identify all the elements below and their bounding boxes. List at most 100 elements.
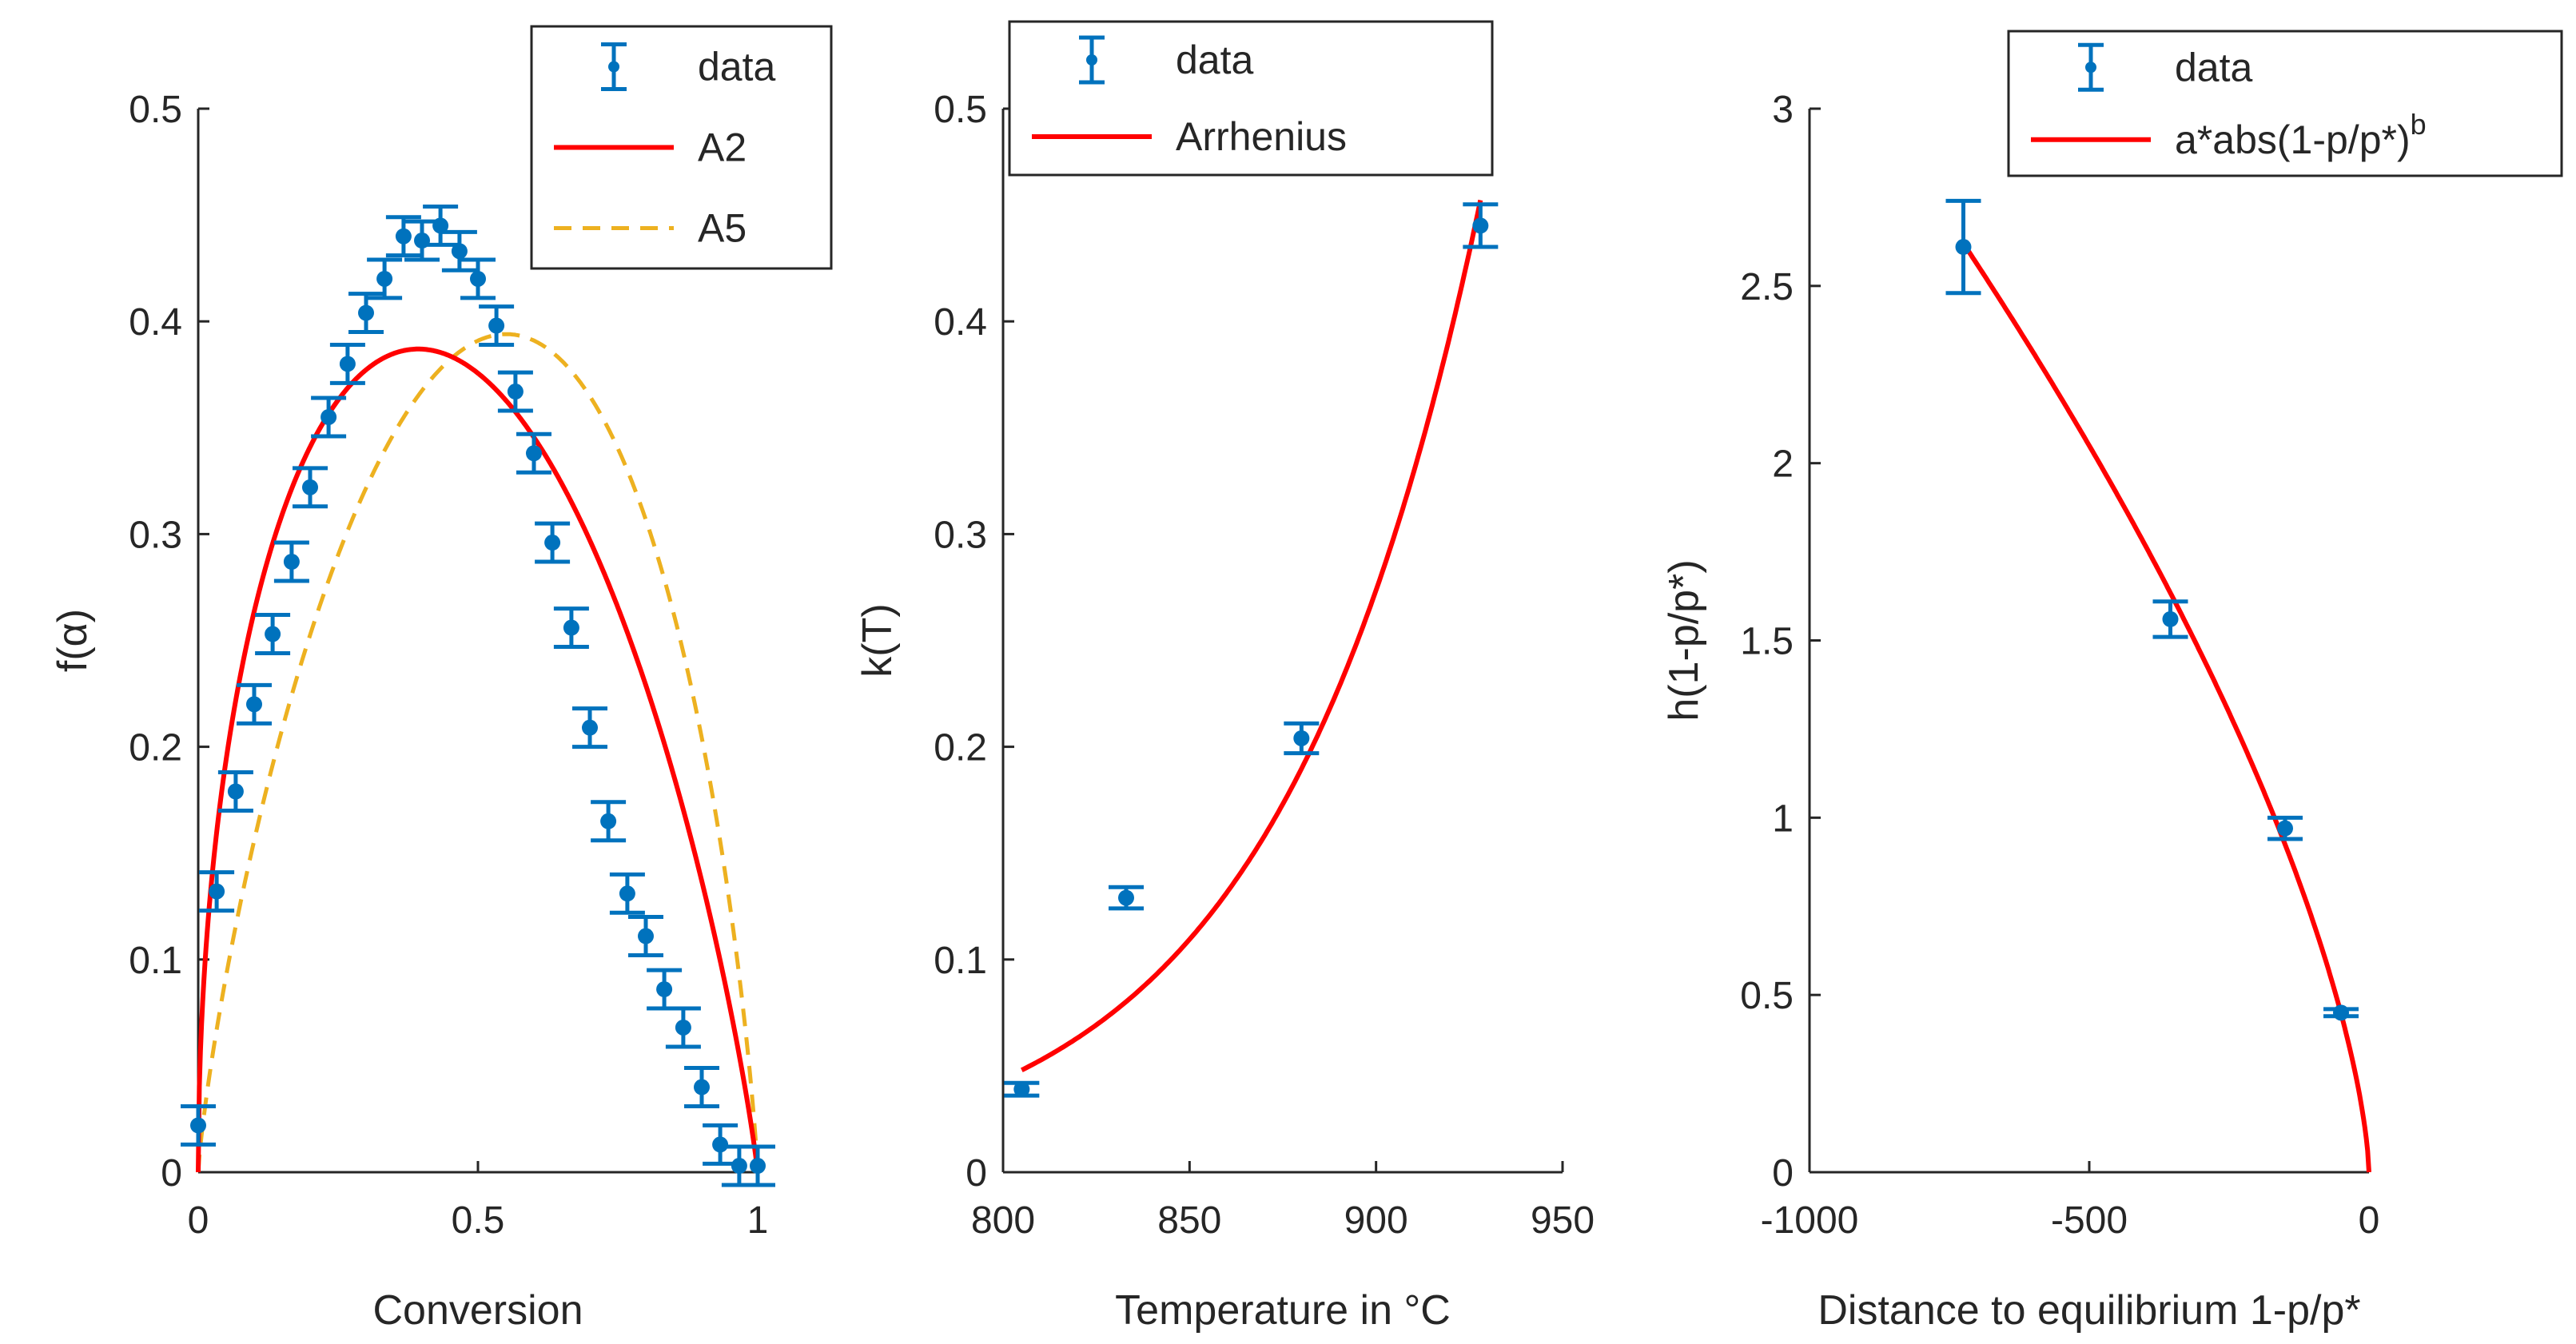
data-point	[273, 540, 309, 583]
chart-panel-2: 800 850 900 950 0 0.1 0.2 0.3 0.4 0.5 Temperature …	[854, 20, 1595, 1334]
data-point	[237, 682, 272, 726]
data-marker	[544, 535, 561, 551]
y-tick-label: 0.5	[934, 89, 987, 131]
data-point	[1945, 198, 1981, 296]
data-marker	[2333, 1004, 2349, 1021]
data-point	[2323, 1004, 2359, 1021]
data-marker	[582, 719, 598, 736]
y-tick-label: 0	[1772, 1152, 1794, 1195]
data-point	[553, 606, 589, 649]
y-tick-label: 0.3	[934, 514, 987, 556]
data-point	[516, 431, 551, 475]
data-point	[255, 613, 291, 655]
y-tick-label: 0	[966, 1152, 987, 1195]
y-tick-label: 0.4	[129, 301, 182, 344]
x-tick-label: 900	[1344, 1199, 1408, 1242]
legend-item: A2	[554, 125, 747, 170]
x-tick-label: 850	[1157, 1199, 1221, 1242]
data-point	[1109, 885, 1144, 911]
data-series	[1004, 202, 1499, 1098]
legend-label-text: data	[698, 45, 776, 89]
data-point	[441, 229, 477, 272]
data-point	[703, 1123, 739, 1166]
data-marker	[470, 270, 486, 287]
data-point	[367, 257, 403, 300]
data-marker	[246, 696, 262, 713]
data-point	[2152, 599, 2188, 639]
data-marker	[563, 619, 579, 636]
data-point	[1004, 1080, 1040, 1098]
legend-label: A2	[698, 125, 747, 170]
y-tick-label: 0.3	[129, 514, 182, 556]
y-tick-label: 0.5	[1740, 975, 1794, 1017]
data-point	[181, 1103, 216, 1147]
legend-label-text: A2	[698, 125, 747, 170]
y-tick-label: 0.1	[129, 940, 182, 982]
y-tick-label: 0.1	[934, 940, 987, 982]
data-marker	[376, 270, 393, 287]
data-point	[665, 1006, 701, 1049]
legend-item: data	[2078, 42, 2253, 92]
data-marker	[302, 479, 318, 495]
data-marker	[731, 1158, 747, 1175]
data-marker	[507, 384, 524, 400]
data-marker	[358, 304, 374, 321]
data-point	[684, 1066, 719, 1108]
data-point	[609, 872, 645, 915]
data-series	[181, 204, 775, 1187]
data-marker	[712, 1136, 729, 1153]
legend-label-text: a*abs(1-p/p*)	[2175, 117, 2411, 162]
data-marker	[265, 626, 281, 642]
data-marker	[656, 981, 673, 998]
x-tick-label: 950	[1531, 1199, 1595, 1242]
data-marker	[1472, 217, 1489, 234]
data-marker	[488, 317, 505, 334]
legend-label: Arrhenius	[1176, 114, 1347, 159]
data-point	[1284, 721, 1320, 756]
legend: data A2 A5	[530, 25, 833, 270]
data-point	[535, 521, 571, 564]
fit-curve-a-abs-1-p-p-	[1961, 241, 2371, 1173]
x-tick-label: -500	[2051, 1199, 2128, 1242]
legend-swatch-marker	[2085, 62, 2096, 74]
data-marker	[1118, 889, 1134, 906]
data-marker	[1293, 730, 1310, 746]
legend-item: a*abs(1-p/p*)b	[2031, 108, 2427, 162]
legend-item: data	[1079, 35, 1254, 85]
legend-label-text: data	[1176, 38, 1254, 82]
data-marker	[750, 1158, 766, 1175]
data-marker	[432, 217, 449, 234]
y-axis-title: h(1-p/p*)	[1661, 559, 1707, 721]
data-marker	[638, 928, 654, 944]
data-marker	[339, 356, 356, 372]
legend-label-text: Arrhenius	[1176, 114, 1347, 159]
data-marker	[209, 883, 225, 900]
data-point	[628, 915, 663, 957]
y-tick-label: 2.5	[1740, 266, 1794, 308]
legend: data Arrhenius	[1008, 20, 1494, 177]
data-marker	[1013, 1081, 1030, 1098]
data-point	[572, 706, 607, 750]
y-tick-label: 0.4	[934, 301, 987, 344]
data-point	[479, 304, 515, 347]
y-axis-title: k(T)	[854, 603, 901, 677]
legend-swatch-marker	[608, 61, 619, 73]
y-axis-title: f(α)	[50, 609, 96, 672]
data-marker	[2162, 610, 2179, 627]
data-series	[1945, 198, 2359, 1021]
x-tick-label: 0.5	[452, 1199, 505, 1242]
y-tick-label: 0.5	[129, 89, 182, 131]
legend-label: data	[1176, 38, 1254, 82]
data-point	[460, 257, 496, 300]
x-axis-title: Temperature in °C	[1115, 1287, 1451, 1334]
data-point	[2267, 815, 2303, 841]
data-marker	[2277, 820, 2293, 837]
data-point	[591, 800, 627, 843]
legend-label-superscript: b	[2411, 108, 2427, 141]
legend-swatch-marker	[1086, 54, 1097, 66]
legend-label: a*abs(1-p/p*)b	[2175, 108, 2427, 162]
legend-label: A5	[698, 206, 747, 251]
data-point	[423, 204, 459, 247]
data-marker	[1955, 239, 1972, 256]
x-axis-title: Distance to equilibrium 1-p/p*	[1818, 1287, 2360, 1334]
